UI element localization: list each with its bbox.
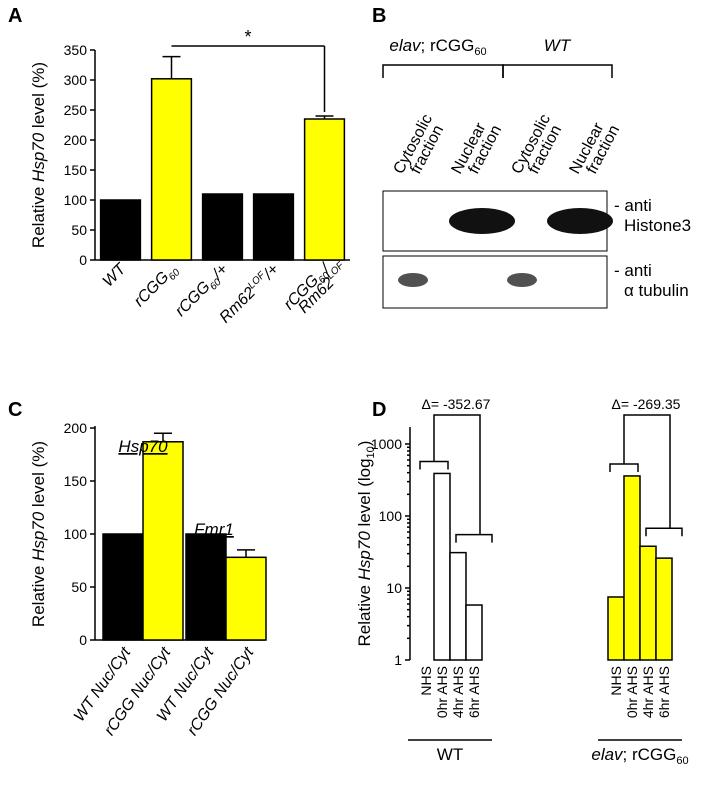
y-axis-label: Relative Hsp70 level (%) [29,62,48,248]
blot-band [449,208,515,234]
x-tick-label: 0hr AHS [624,666,640,718]
panel-letter-b: B [372,5,386,27]
blot-group-label: elav; rCGG60 [389,36,486,58]
y-tick-label: 0 [79,632,87,648]
bar [623,475,641,661]
x-tick-label-part: WT [100,260,130,290]
bar [185,533,227,641]
delta-label: Δ= -269.35 [612,396,681,412]
group-label-part: elav [591,745,624,764]
y-axis-label-part: ) [355,441,374,447]
bar [303,118,346,261]
bar [465,604,483,661]
x-tick-label: NHS [608,666,624,696]
blot-band [507,273,537,287]
blot-group-label-part: ; rCGG [421,36,475,55]
y-tick-label: 100 [64,526,88,542]
delta-bracket-right [645,527,683,537]
y-tick-label: 100 [379,508,403,524]
x-tick-label: WT [100,260,130,290]
y-tick-label: 250 [64,102,88,118]
y-axis-label-part: Hsp70 [29,511,48,561]
x-tick-label-part: LOF [325,259,347,281]
bar [142,441,184,641]
y-axis-label-part: level (%) [29,441,48,512]
bar [655,557,673,661]
bar [639,545,657,661]
y-axis-label-part: Relative [355,580,374,646]
blot-group-bracket [382,64,504,78]
x-tick-label: NHS [418,666,434,696]
y-axis-label-part: Relative [29,561,48,627]
y-axis-label: Relative Hsp70 level (log10) [355,441,377,647]
y-tick-label: 150 [64,162,88,178]
bar [449,551,467,661]
bar [225,556,267,641]
y-axis-label-part: Hsp70 [355,531,374,581]
y-tick-label: 0 [79,252,87,268]
panel-letter-c: C [8,399,22,421]
blot-row-label: - anti [614,196,652,215]
y-axis-label-part: 10 [365,446,377,458]
blot-band [398,273,428,287]
blot-band [547,208,613,234]
bar [607,596,625,661]
blot-row-label: - anti [614,261,652,280]
blot-row-label: α tubulin [624,281,689,300]
x-tick-label: 6hr AHS [656,666,672,718]
y-axis-label: Relative Hsp70 level (%) [29,441,48,627]
group-label: Fmr1 [194,520,234,539]
bar [252,193,295,261]
bar [150,78,193,261]
group-label: WT [437,745,463,764]
blot-group-label-part: 60 [474,46,486,58]
x-tick-label: 6hr AHS [466,666,482,718]
x-tick-label: 4hr AHS [450,666,466,718]
chart-panel-a: 0 50 100 150 200 250 300 350 Relative Hsp70 leve… [29,27,350,327]
panel-letter-d: D [372,399,386,421]
blot-group-bracket [502,64,613,78]
y-tick-label: 200 [64,420,88,436]
y-axis-label-part: level (%) [29,62,48,133]
delta-bracket-right [455,533,493,543]
y-axis-label-part: Relative [29,182,48,248]
y-tick-label: 50 [71,579,87,595]
panel-letter-a: A [8,5,22,27]
y-tick-label: 10 [386,580,402,596]
blot-group-label: WT [544,36,572,55]
group-label: elav; rCGG60 [591,745,688,767]
y-tick-label: 150 [64,473,88,489]
group-label-part: 60 [676,755,688,767]
y-tick-label: 350 [64,42,88,58]
group-label: Hsp70 [118,437,168,456]
y-tick-label: 1000 [371,436,402,452]
y-tick-label: 200 [64,132,88,148]
bar [99,199,142,261]
bar [102,533,144,641]
group-label-part: ; rCGG [623,745,677,764]
y-tick-label: 100 [64,192,88,208]
delta-label: Δ= -352.67 [422,396,491,412]
delta-connector [623,414,671,529]
x-tick-label: 4hr AHS [640,666,656,718]
blot-row-label: Histone3 [624,216,691,235]
delta-connector [433,414,481,535]
y-tick-label: 50 [71,222,87,238]
y-axis-label-part: Hsp70 [29,132,48,182]
delta-bracket-left [419,460,449,470]
blot-group-label-part: elav [389,36,422,55]
bar [433,472,451,661]
x-tick-label: 0hr AHS [434,666,450,718]
y-tick-label: 1 [394,652,402,668]
y-axis-label-part: level (log [355,458,374,531]
y-tick-label: 300 [64,72,88,88]
bar [201,193,244,261]
delta-bracket-left [609,463,639,472]
significance-star: * [244,27,251,47]
